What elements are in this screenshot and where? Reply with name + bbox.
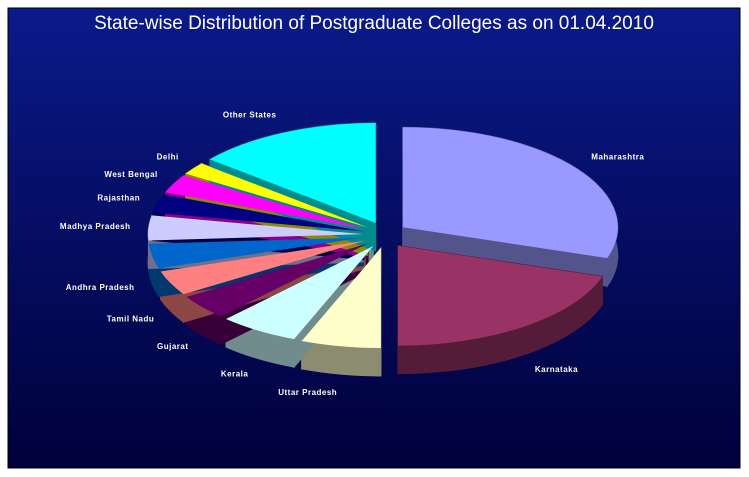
slice xyxy=(152,194,364,232)
slice xyxy=(402,127,618,259)
slice-label: Kerala xyxy=(221,370,249,379)
slice-label: Madhya Pradesh xyxy=(60,222,131,231)
slice-label: Uttar Pradesh xyxy=(278,388,337,397)
slice xyxy=(397,245,603,346)
slice-label: West Bengal xyxy=(104,170,157,179)
slice xyxy=(160,240,366,295)
slice xyxy=(186,243,369,317)
slice-tops xyxy=(148,123,618,348)
slice-label: Delhi xyxy=(157,153,179,162)
slice-label: Karnataka xyxy=(535,365,578,374)
slice-label: Andhra Pradesh xyxy=(66,283,135,292)
slice-label: Gujarat xyxy=(157,342,189,351)
slice-label: Maharashtra xyxy=(591,153,644,162)
slice-label: Tamil Nadu xyxy=(107,314,155,323)
slice xyxy=(226,246,374,340)
slice xyxy=(185,163,368,228)
slice-label: Rajasthan xyxy=(97,193,140,202)
slice xyxy=(148,237,364,269)
slice xyxy=(148,215,364,241)
slice-label: Other States xyxy=(223,111,277,120)
slice xyxy=(301,247,381,348)
slice xyxy=(209,123,376,224)
chart-title: State-wise Distribution of Postgraduate … xyxy=(94,13,654,34)
slice xyxy=(165,175,366,230)
labels: Maharashtra Karnataka Uttar Pradesh Kerala G… xyxy=(60,111,644,397)
